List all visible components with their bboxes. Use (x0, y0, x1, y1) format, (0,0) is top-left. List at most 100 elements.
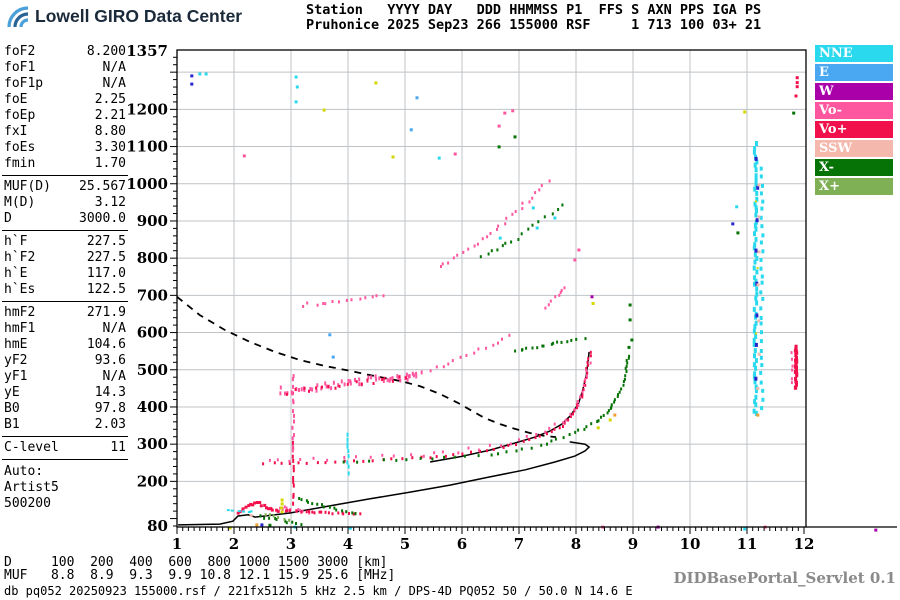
x-axis-label: 3 (286, 535, 296, 553)
parameter-row-ye: yE 14.3 (4, 385, 126, 401)
parameter-value: 8.80 (94, 124, 126, 139)
noise-points (190, 72, 878, 532)
parameter-label: Auto: (4, 464, 44, 479)
trace-rfi-column-crimson-pink (790, 351, 794, 385)
parameter-value: 2.03 (94, 417, 126, 432)
trace-es-yellow-column (279, 498, 284, 514)
x-axis-label: 5 (400, 535, 410, 553)
parameter-label: fxI (4, 124, 28, 139)
parameter-value: 25.567 (79, 179, 126, 194)
parameter-label: yF1 (4, 369, 28, 384)
trace-second-order-band-pink (279, 370, 423, 396)
parameter-label: B1 (4, 417, 20, 432)
sidebar-separator (2, 436, 128, 437)
trace-spread-column-3mhz-pink (291, 374, 295, 453)
station-header: Station YYYY DAY DDD HHMMSS P1 FFS S AXN… (306, 3, 761, 33)
page-title: Lowell GIRO Data Center (35, 6, 243, 26)
header-brand: Lowell GIRO Data Center (6, 4, 242, 29)
parameter-value: 3000.0 (79, 211, 126, 226)
parameter-value: 3.12 (94, 195, 126, 210)
parameter-row-fmin: fmin 1.70 (4, 156, 126, 172)
parameter-row-hf2: h`F2 227.5 (4, 250, 126, 266)
parameter-row-he: h`E 117.0 (4, 266, 126, 282)
trace-rfi-column-yellow (754, 200, 759, 335)
parameter-row-hme: hmE 104.6 (4, 337, 126, 353)
parameter-value: 227.5 (86, 250, 126, 265)
parameter-label: 500200 (4, 496, 51, 511)
x-axis-label: 1 (172, 535, 182, 553)
trace-second-order-cont-pink (429, 333, 511, 373)
parameter-value: N/A (102, 60, 126, 75)
station-header-fields: Station YYYY DAY DDD HHMMSS P1 FFS S AXN… (306, 2, 762, 18)
parameter-value: N/A (102, 369, 126, 384)
parameter-value: 93.6 (94, 353, 126, 368)
parameter-label: fmin (4, 156, 36, 171)
parameter-label: yF2 (4, 353, 28, 368)
giro-wave-logo-icon (6, 4, 32, 29)
legend-item-vo: Vo- (815, 102, 893, 119)
legend-item-w: W (815, 83, 893, 100)
parameter-row-500200: 500200 (4, 496, 126, 512)
y-axis-label: 200 (137, 472, 168, 490)
parameter-value: 14.3 (94, 385, 126, 400)
parameter-value: 122.5 (86, 282, 126, 297)
sidebar-separator (2, 175, 128, 176)
plot-frame (176, 49, 807, 528)
trace-es-lightgreen (264, 513, 291, 522)
parameter-value: 97.8 (94, 401, 126, 416)
parameter-row-fxi: fxI 8.80 (4, 124, 126, 140)
parameter-row-yf2: yF2 93.6 (4, 353, 126, 369)
legend-item-e: E (815, 64, 893, 81)
x-axis-label: 8 (571, 535, 581, 553)
direction-legend: NNE E W Vo- Vo+ SSW X- X+ (815, 45, 893, 197)
parameter-value: 2.25 (94, 92, 126, 107)
trace-rfi-column-crimson (793, 344, 799, 390)
parameter-label: hmE (4, 337, 28, 352)
parameter-value: N/A (102, 76, 126, 91)
parameter-label: hmF2 (4, 305, 36, 320)
x-axis-label: 6 (457, 535, 467, 553)
parameter-label: h`F (4, 234, 28, 249)
parameter-row-hf: h`F 227.5 (4, 234, 126, 250)
legend-item-x: X- (815, 159, 893, 176)
sidebar-group: hmF2 271.9 hmF1 N/A hmE 104.6 yF2 93.6 yF1 N/A yE 1… (4, 305, 126, 433)
parameter-label: C-level (4, 440, 59, 455)
x-axis-label: 11 (737, 535, 758, 553)
y-axis-label: 300 (137, 435, 168, 453)
y-axis-label: 80 (147, 517, 168, 535)
trace-second-order-x-green (514, 337, 587, 353)
parameter-row-auto: Auto: (4, 464, 126, 480)
parameter-row-hmf2: hmF2 271.9 (4, 305, 126, 321)
muf-transmission-curve (176, 296, 557, 438)
trace-rfi-column-salmon (756, 183, 761, 390)
trace-rfi-column-cyan-a (752, 141, 759, 416)
parameter-row-yf1: yF1 N/A (4, 369, 126, 385)
sidebar-group: foF2 8.200 foF1 N/A foF1p N/A foE 2.25 foEp 2.21 f… (4, 44, 126, 172)
parameter-row-fof1p: foF1p N/A (4, 76, 126, 92)
x-axis-label: 2 (229, 535, 239, 553)
legend-item-nne: NNE (815, 45, 893, 62)
y-axis-label: 1000 (126, 175, 168, 193)
trace-multi-hop-arc2-pink (440, 179, 551, 268)
parameter-label: foEp (4, 108, 36, 123)
parameter-value: 104.6 (86, 337, 126, 352)
sidebar-group: h`F 227.5 h`F2 227.5 h`E 117.0 h`Es 122.5 (4, 234, 126, 298)
parameter-row-b0: B0 97.8 (4, 401, 126, 417)
status-line: db pq052 20250923 155000.rsf / 221fx512h… (4, 584, 633, 598)
parameter-row-clevel: C-level 11 (4, 440, 126, 456)
y-axis-label: 500 (137, 361, 168, 379)
parameter-label: foE (4, 92, 28, 107)
servlet-version-label: DIDBasePortal_Servlet 0.1 (673, 569, 896, 587)
parameter-value: 11 (110, 440, 126, 455)
y-axis-label: 700 (137, 286, 168, 304)
x-axis-label: 4 (343, 535, 353, 553)
trace-second-order-band-red (286, 375, 408, 396)
parameter-row-md: M(D) 3.12 (4, 195, 126, 211)
trace-o-trace-red (262, 350, 592, 466)
trace-o-trace-spread-pink (268, 361, 592, 463)
parameter-row-fof1: foF1 N/A (4, 60, 126, 76)
y-axis-label: 1100 (126, 138, 168, 156)
parameter-label: M(D) (4, 195, 36, 210)
trace-spread-column-4mhz-cyan (346, 432, 350, 476)
